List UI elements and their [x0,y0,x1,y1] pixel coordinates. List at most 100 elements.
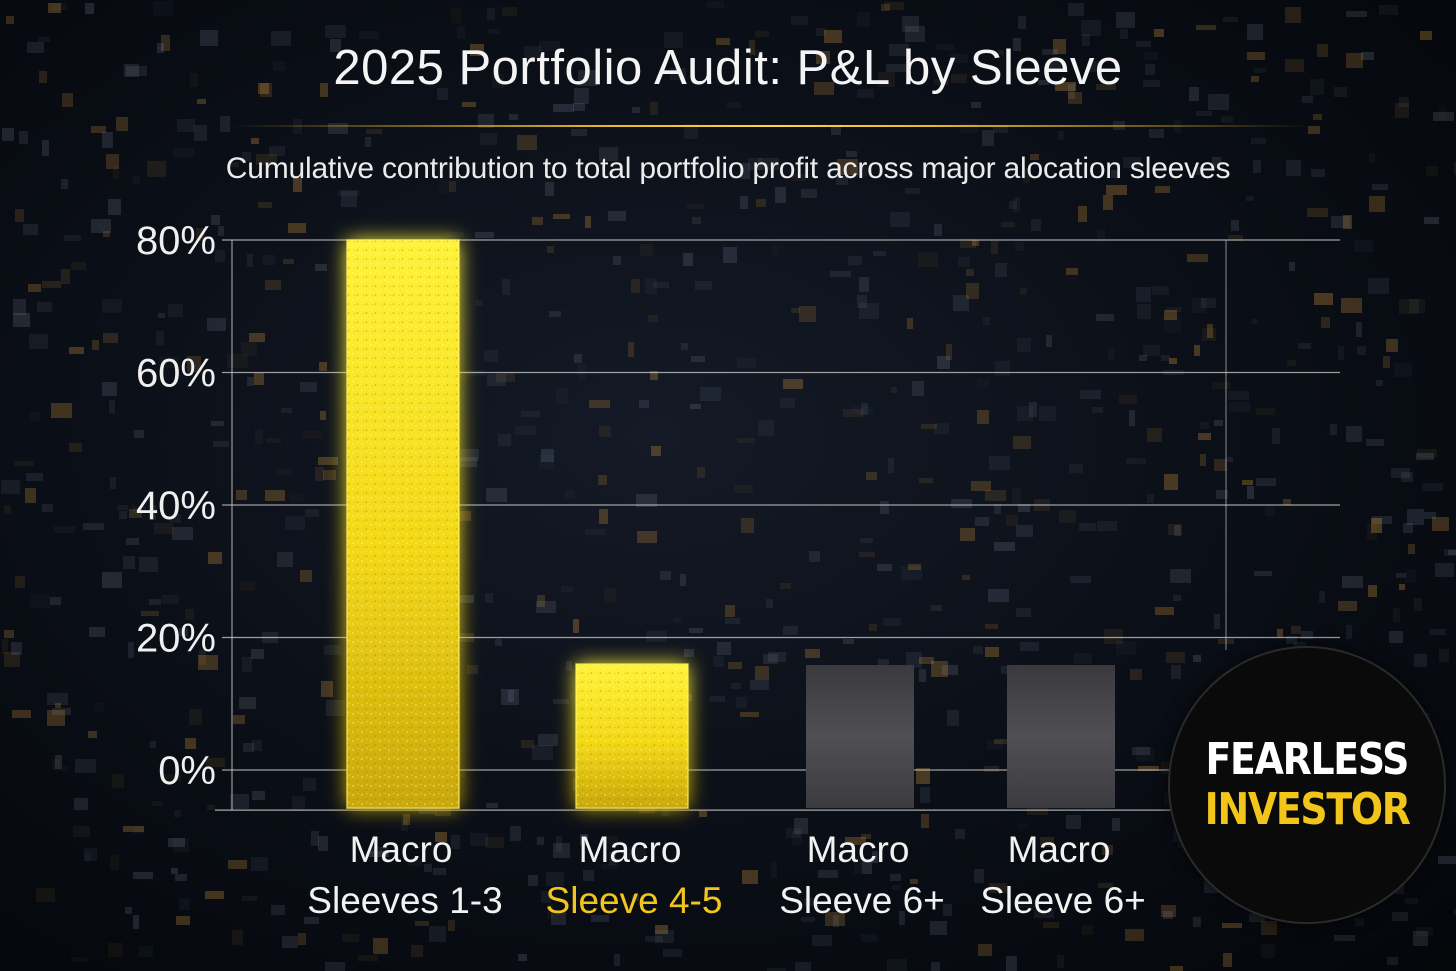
background-tile [240,581,255,591]
background-tile [108,199,121,215]
background-tile [89,627,105,637]
background-tile [1256,408,1275,415]
background-tile [429,926,446,942]
background-tile [153,1,173,16]
background-tile [1108,348,1114,361]
background-tile [1286,160,1301,176]
x-label-line2: Sleeve 6+ [779,880,945,921]
background-tile [1009,201,1017,209]
background-tile [1136,747,1154,761]
background-tile [475,232,494,238]
background-tile [736,697,747,708]
background-tile [974,869,984,883]
background-tile [539,455,554,469]
background-tile [1334,87,1347,97]
background-tile [435,832,447,842]
background-tile [92,340,99,350]
background-tile [1198,433,1211,440]
background-tile [1334,935,1355,941]
background-tile [175,874,187,881]
background-tile [1227,457,1233,462]
background-tile [1,480,20,494]
background-tile [265,490,285,501]
background-tile [454,371,466,381]
background-tile [1433,112,1454,121]
background-tile [728,662,742,669]
background-tile [780,583,791,589]
background-tile [1102,845,1113,855]
background-tile [42,281,61,288]
background-tile [860,538,873,543]
background-tile [1137,304,1151,319]
background-tile [1311,169,1325,177]
background-tile [42,140,49,156]
background-tile [566,661,572,671]
y-axis-ticks: 80% 60% 40% 20% 0% [136,219,216,793]
background-tile [85,853,91,861]
background-tile [1068,3,1084,16]
background-tile [599,426,611,437]
background-tile [239,697,256,709]
background-tile [260,83,272,97]
background-tile [1170,966,1183,971]
background-tile [1394,363,1412,377]
background-tile [233,715,245,724]
background-tile [1254,571,1272,576]
background-tile [741,518,754,533]
background-tile [805,649,820,658]
background-tile [750,680,769,690]
background-tile [1001,222,1015,227]
background-tile [247,254,253,267]
background-tile [859,277,869,292]
background-tile [891,387,897,393]
background-tile [960,239,976,248]
background-tile [801,917,815,922]
background-tile [36,888,55,902]
background-tile [697,467,705,478]
background-tile [251,138,259,144]
background-tile [341,191,357,207]
background-tile [583,870,594,881]
background-tile [1207,324,1213,338]
background-tile [161,35,170,51]
background-tile [1069,464,1083,473]
background-tile [198,655,218,670]
x-axis-labels: Macro Sleeves 1-3 Macro Sleeve 4-5 Macro Slee… [307,829,1146,921]
background-tile [176,916,190,925]
background-tile [684,124,698,139]
background-tile [1366,439,1384,446]
background-tile [325,962,345,971]
background-tile [74,798,88,810]
background-tile [801,189,817,198]
background-tile [103,333,118,343]
background-tile [1319,591,1325,603]
background-tile [1166,652,1185,663]
background-tile [189,709,202,725]
background-tile [556,388,568,404]
background-tile [179,898,190,910]
background-tile [55,755,62,769]
background-tile [987,740,1003,749]
background-tile [599,147,618,161]
background-tile [1170,569,1191,583]
background-tile [1031,219,1041,231]
background-tile [1307,208,1328,217]
background-tile [415,921,429,926]
background-tile [157,43,164,53]
background-tile [1169,358,1177,364]
background-tile [859,303,879,319]
background-tile [578,364,586,379]
background-tile [282,936,298,948]
background-tile [1154,29,1164,37]
background-tile [1372,516,1392,524]
background-tile [1286,636,1297,644]
background-tile [213,441,229,447]
background-tile [1414,654,1427,667]
background-tile [1079,523,1096,531]
background-tile [359,31,379,39]
background-tile [273,61,285,71]
background-tile [640,244,653,256]
background-tile [71,957,88,962]
background-tile [637,531,657,543]
background-tile [1066,268,1078,275]
